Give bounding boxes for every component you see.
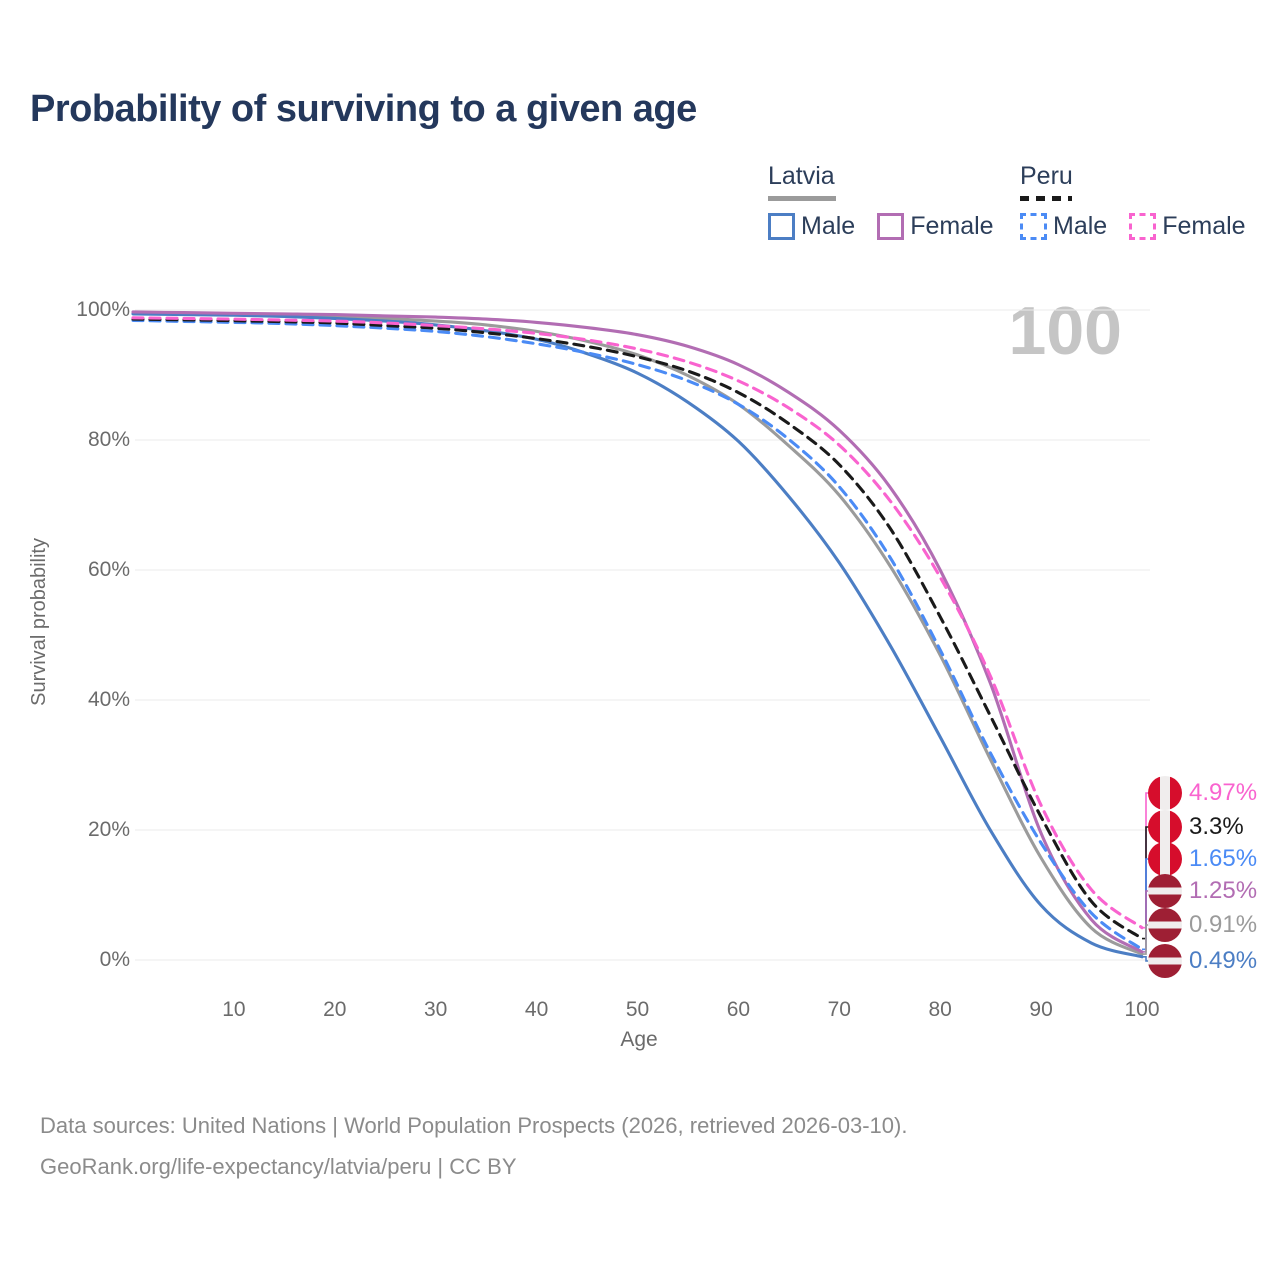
end-value-label: 3.3% (1189, 813, 1244, 840)
latvia-female-swatch (877, 213, 905, 240)
end-value-label: 0.49% (1189, 947, 1258, 974)
series-line-latvia-female (131, 310, 1144, 954)
end-label-row: 4.97% (1148, 776, 1257, 810)
legend-item-label: Male (1053, 212, 1108, 240)
legend-item-latvia-female[interactable]: Female (877, 212, 994, 241)
legend-country-peru[interactable]: Peru (1020, 162, 1073, 190)
source-line: Data sources: United Nations | World Pop… (40, 1113, 908, 1138)
peru-male-swatch (1020, 213, 1047, 240)
hover-age-indicator: 100 (1008, 293, 1122, 369)
latvia-line-swatch (768, 196, 836, 201)
end-label-row: 0.49% (1148, 944, 1257, 978)
latvia-male-swatch (768, 213, 795, 240)
end-value-label: 0.91% (1189, 911, 1258, 938)
end-label-row: 0.91% (1148, 908, 1257, 942)
end-value-label: 4.97% (1189, 779, 1258, 806)
legend-group-latvia: Latvia Male Female (768, 162, 994, 241)
peru-line-swatch (1020, 196, 1072, 201)
end-value-label: 1.65% (1189, 845, 1258, 872)
latvia-flag-icon (1148, 874, 1182, 908)
peru-flag-icon (1148, 776, 1182, 810)
license-line: GeoRank.org/life-expectancy/latvia/peru … (40, 1153, 517, 1179)
legend-country-latvia[interactable]: Latvia (768, 162, 835, 190)
end-label-row: 3.3% (1148, 810, 1244, 844)
legend-item-latvia-male[interactable]: Male (768, 212, 855, 241)
legend-item-label: Male (801, 212, 856, 240)
data-source-note: Data sources: United Nations | World Pop… (40, 1106, 907, 1187)
series-line-latvia-male (131, 312, 1144, 959)
peru-flag-icon (1148, 810, 1182, 844)
legend-group-peru: Peru Male Female (1020, 162, 1246, 241)
peru-female-swatch (1129, 213, 1157, 240)
series-line-peru-female (131, 316, 1144, 930)
legend-item-label: Female (1162, 212, 1246, 240)
legend-item-peru-female[interactable]: Female (1129, 212, 1246, 241)
legend-item-peru-male[interactable]: Male (1020, 212, 1107, 241)
peru-flag-icon (1148, 842, 1182, 876)
latvia-flag-icon (1148, 908, 1182, 942)
end-value-label: 1.25% (1189, 877, 1258, 904)
series-line-peru-male (131, 318, 1144, 951)
series-line-latvia (131, 311, 1144, 956)
legend-item-label: Female (910, 212, 994, 240)
end-label-row: 1.65% (1148, 842, 1257, 876)
page-title: Probability of surviving to a given age (30, 88, 697, 130)
latvia-flag-icon (1148, 944, 1182, 978)
series-line-peru (131, 317, 1144, 941)
end-label-row: 1.25% (1148, 874, 1257, 908)
